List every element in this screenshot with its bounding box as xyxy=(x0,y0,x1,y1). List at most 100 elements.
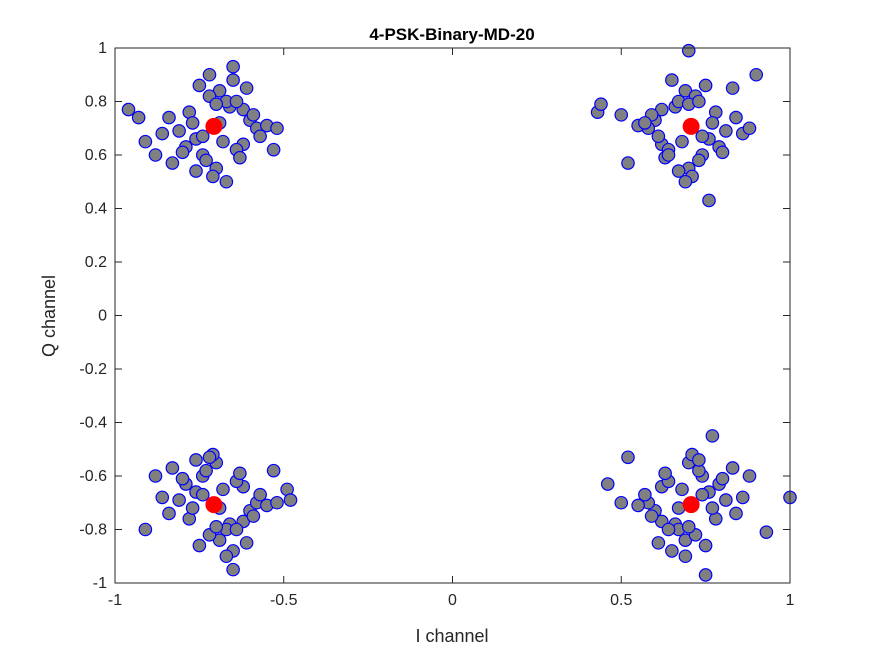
received-symbol-point xyxy=(675,134,689,149)
received-symbol-point xyxy=(226,562,240,577)
received-symbol-point xyxy=(185,501,200,515)
received-symbol-point xyxy=(638,116,652,130)
x-tick-label: -0.5 xyxy=(270,592,298,609)
received-symbol-point xyxy=(229,522,244,537)
received-symbol-point xyxy=(162,110,176,125)
received-symbol-point xyxy=(725,81,740,95)
received-symbol-point xyxy=(253,129,267,144)
y-tick-label: 0.2 xyxy=(85,254,107,271)
received-symbol-point xyxy=(621,156,635,170)
y-tick-label: -1 xyxy=(93,575,107,592)
y-tick-label: 0 xyxy=(98,308,107,325)
received-symbol-point xyxy=(600,477,615,491)
x-tick-label: 0.5 xyxy=(610,592,632,609)
received-symbol-point xyxy=(594,97,608,111)
received-symbol-point xyxy=(695,487,710,502)
received-symbol-point xyxy=(219,174,234,189)
received-symbol-point xyxy=(172,124,186,138)
received-symbol-point xyxy=(705,501,720,515)
received-symbol-point xyxy=(266,463,281,478)
received-symbol-point xyxy=(175,471,190,486)
received-symbol-point xyxy=(199,463,213,478)
received-symbol-point xyxy=(233,150,247,165)
received-symbol-point xyxy=(729,506,743,521)
received-symbol-point xyxy=(189,164,203,178)
received-symbol-point xyxy=(172,493,186,507)
received-symbol-point xyxy=(219,549,234,564)
received-symbol-point xyxy=(138,134,153,149)
received-symbol-point xyxy=(266,142,281,157)
received-symbol-point xyxy=(651,536,666,550)
received-symbol-point xyxy=(270,495,284,510)
x-tick-label: -1 xyxy=(108,592,122,609)
received-symbol-point xyxy=(165,156,180,170)
received-symbol-point xyxy=(148,469,163,483)
received-symbol-point xyxy=(216,134,230,149)
received-symbol-point xyxy=(233,466,247,481)
x-axis-label: I channel xyxy=(415,626,488,646)
ideal-constellation-point xyxy=(682,496,700,514)
received-symbol-point xyxy=(749,67,764,82)
received-symbol-point xyxy=(175,145,190,160)
received-symbol-point xyxy=(692,94,706,109)
ideal-constellation-point xyxy=(682,117,700,135)
received-symbol-point xyxy=(681,43,696,58)
y-tick-label: -0.4 xyxy=(79,415,107,432)
received-symbol-point xyxy=(209,97,224,111)
received-symbol-point xyxy=(195,129,210,144)
received-symbol-point xyxy=(239,81,254,95)
received-symbol-point xyxy=(705,429,720,443)
received-symbol-point xyxy=(226,59,240,74)
y-tick-label: -0.6 xyxy=(79,468,107,485)
received-symbol-point xyxy=(715,471,730,486)
received-symbol-point xyxy=(742,121,757,136)
received-symbol-point xyxy=(661,522,676,537)
received-symbol-point xyxy=(202,67,217,82)
received-symbol-point xyxy=(246,108,261,122)
received-symbol-point xyxy=(283,493,298,507)
received-symbol-point xyxy=(239,536,254,550)
received-symbol-point xyxy=(698,78,713,93)
received-symbol-point xyxy=(678,549,693,564)
received-symbol-point xyxy=(705,116,720,130)
chart-title: 4-PSK-Binary-MD-20 xyxy=(369,25,534,44)
received-symbol-point xyxy=(719,124,733,138)
y-tick-label: 1 xyxy=(98,40,107,57)
received-symbol-point xyxy=(715,145,730,160)
received-symbol-point xyxy=(206,169,220,184)
received-symbol-point xyxy=(195,487,210,502)
received-symbol-point xyxy=(735,490,750,505)
y-axis-label: Q channel xyxy=(39,275,59,357)
received-symbol-point xyxy=(638,487,652,502)
received-symbol-point xyxy=(199,153,213,168)
received-symbol-point xyxy=(138,522,153,537)
received-symbol-point xyxy=(226,73,240,87)
received-symbol-point xyxy=(192,78,207,93)
received-symbol-point xyxy=(759,525,774,539)
received-symbol-point xyxy=(253,487,267,502)
received-symbol-point xyxy=(665,73,679,87)
received-symbol-point xyxy=(678,174,693,189)
y-tick-label: 0.4 xyxy=(85,201,107,218)
received-symbol-point xyxy=(202,450,217,465)
received-symbol-point xyxy=(155,126,170,141)
received-symbol-point xyxy=(658,466,672,481)
received-symbol-point xyxy=(614,108,629,122)
received-symbol-point xyxy=(695,129,710,144)
received-symbol-point xyxy=(270,121,284,136)
received-symbol-point xyxy=(742,469,757,483)
received-symbol-point xyxy=(614,495,629,510)
received-symbol-point xyxy=(702,193,716,208)
received-symbol-point xyxy=(692,453,706,467)
received-symbol-point xyxy=(729,110,743,125)
received-symbol-point xyxy=(681,520,696,534)
ideal-points-layer xyxy=(205,117,700,514)
received-symbol-point xyxy=(162,506,176,521)
ideal-constellation-point xyxy=(205,117,223,135)
received-symbol-point xyxy=(631,498,645,513)
received-symbol-point xyxy=(148,148,163,162)
x-tick-label: 1 xyxy=(786,592,795,609)
received-symbol-point xyxy=(719,493,733,507)
received-symbol-point xyxy=(155,490,170,505)
